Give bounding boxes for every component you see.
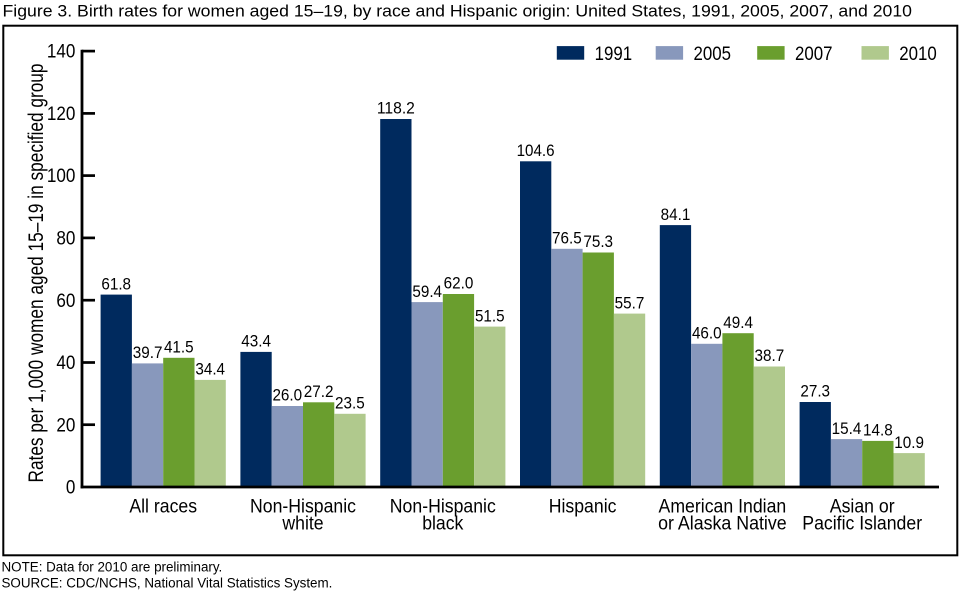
svg-text:84.1: 84.1	[661, 205, 691, 224]
svg-text:1991: 1991	[595, 44, 633, 65]
svg-text:75.3: 75.3	[583, 232, 613, 251]
svg-text:20: 20	[56, 415, 75, 436]
svg-text:80: 80	[56, 229, 75, 250]
svg-text:27.2: 27.2	[304, 382, 334, 401]
svg-text:100: 100	[47, 166, 76, 187]
svg-text:NOTE: Data for 2010 are prelim: NOTE: Data for 2010 are preliminary.	[2, 560, 223, 575]
svg-text:SOURCE: CDC/NCHS, National Vit: SOURCE: CDC/NCHS, National Vital Statist…	[2, 575, 333, 590]
svg-text:49.4: 49.4	[723, 313, 753, 332]
svg-text:Asian or: Asian or	[830, 497, 895, 518]
svg-text:American Indian: American Indian	[659, 497, 787, 518]
svg-text:46.0: 46.0	[692, 324, 722, 343]
svg-text:All races: All races	[129, 497, 197, 518]
svg-text:55.7: 55.7	[615, 293, 645, 312]
svg-text:34.4: 34.4	[195, 360, 225, 379]
svg-text:2005: 2005	[694, 44, 732, 65]
svg-text:26.0: 26.0	[272, 386, 302, 405]
svg-text:black: black	[422, 513, 464, 534]
svg-text:104.6: 104.6	[517, 141, 555, 160]
svg-text:38.7: 38.7	[755, 346, 785, 365]
svg-text:61.8: 61.8	[101, 274, 131, 293]
svg-text:41.5: 41.5	[164, 338, 194, 357]
svg-text:51.5: 51.5	[475, 306, 505, 325]
svg-text:39.7: 39.7	[133, 343, 163, 362]
svg-text:Non-Hispanic: Non-Hispanic	[390, 497, 496, 518]
svg-text:10.9: 10.9	[894, 433, 924, 452]
svg-text:27.3: 27.3	[800, 382, 830, 401]
svg-text:Non-Hispanic: Non-Hispanic	[250, 497, 356, 518]
svg-text:15.4: 15.4	[832, 419, 862, 438]
svg-text:59.4: 59.4	[412, 282, 442, 301]
svg-text:118.2: 118.2	[377, 99, 415, 118]
svg-text:Rates per 1,000 women aged 15–: Rates per 1,000 women aged 15–19 in spec…	[25, 64, 48, 483]
svg-text:120: 120	[47, 104, 76, 125]
svg-text:40: 40	[56, 353, 75, 374]
svg-text:23.5: 23.5	[335, 394, 365, 413]
svg-text:white: white	[281, 513, 323, 534]
svg-text:14.8: 14.8	[863, 421, 893, 440]
svg-text:2007: 2007	[795, 44, 833, 65]
svg-text:60: 60	[56, 291, 75, 312]
svg-text:Hispanic: Hispanic	[549, 497, 617, 518]
svg-text:140: 140	[47, 42, 76, 63]
svg-text:Pacific Islander: Pacific Islander	[802, 513, 922, 534]
svg-text:62.0: 62.0	[444, 274, 474, 293]
svg-text:2010: 2010	[899, 44, 937, 65]
svg-text:0: 0	[66, 478, 76, 499]
svg-text:or Alaska Native: or Alaska Native	[658, 513, 787, 534]
svg-text:76.5: 76.5	[552, 229, 582, 248]
svg-text:Figure 3. Birth rates for wome: Figure 3. Birth rates for women aged 15–…	[3, 1, 913, 20]
svg-text:43.4: 43.4	[241, 332, 271, 351]
